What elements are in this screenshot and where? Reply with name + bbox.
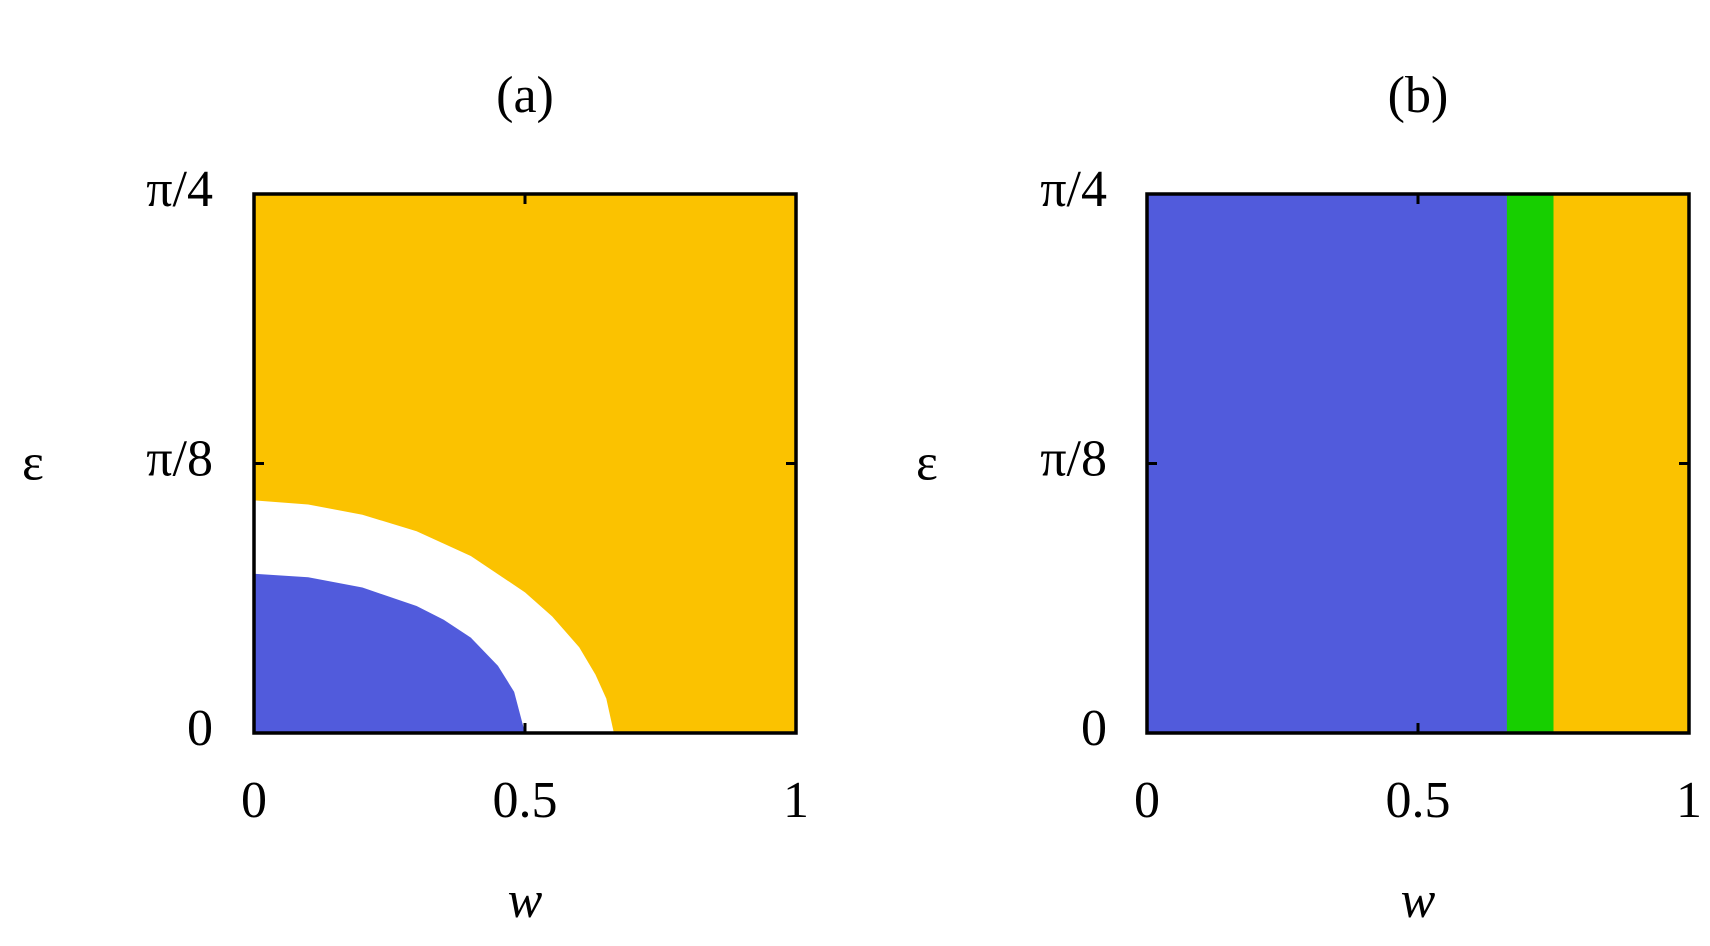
y-tick-label: π/4 — [1040, 161, 1107, 218]
y-tick-label: 0 — [1081, 700, 1107, 757]
x-axis-label: w — [1401, 872, 1436, 929]
region — [1147, 194, 1507, 733]
y-tick-label: π/8 — [1040, 430, 1107, 487]
y-tick-label: π/8 — [146, 430, 213, 487]
x-tick-label: 1 — [1676, 772, 1702, 829]
panel-title: (a) — [496, 67, 554, 124]
panel-title: (b) — [1388, 67, 1449, 124]
x-tick-label: 0 — [1134, 772, 1160, 829]
x-tick-label: 0 — [241, 772, 267, 829]
y-axis-label: ε — [22, 434, 44, 491]
x-tick-label: 1 — [783, 772, 809, 829]
y-axis-label: ε — [916, 434, 938, 491]
y-tick-label: 0 — [187, 700, 213, 757]
region — [254, 573, 525, 733]
x-axis-label: w — [508, 872, 543, 929]
x-tick-label: 0.5 — [493, 772, 558, 829]
x-tick-label: 0.5 — [1386, 772, 1451, 829]
y-tick-label: π/4 — [146, 161, 213, 218]
